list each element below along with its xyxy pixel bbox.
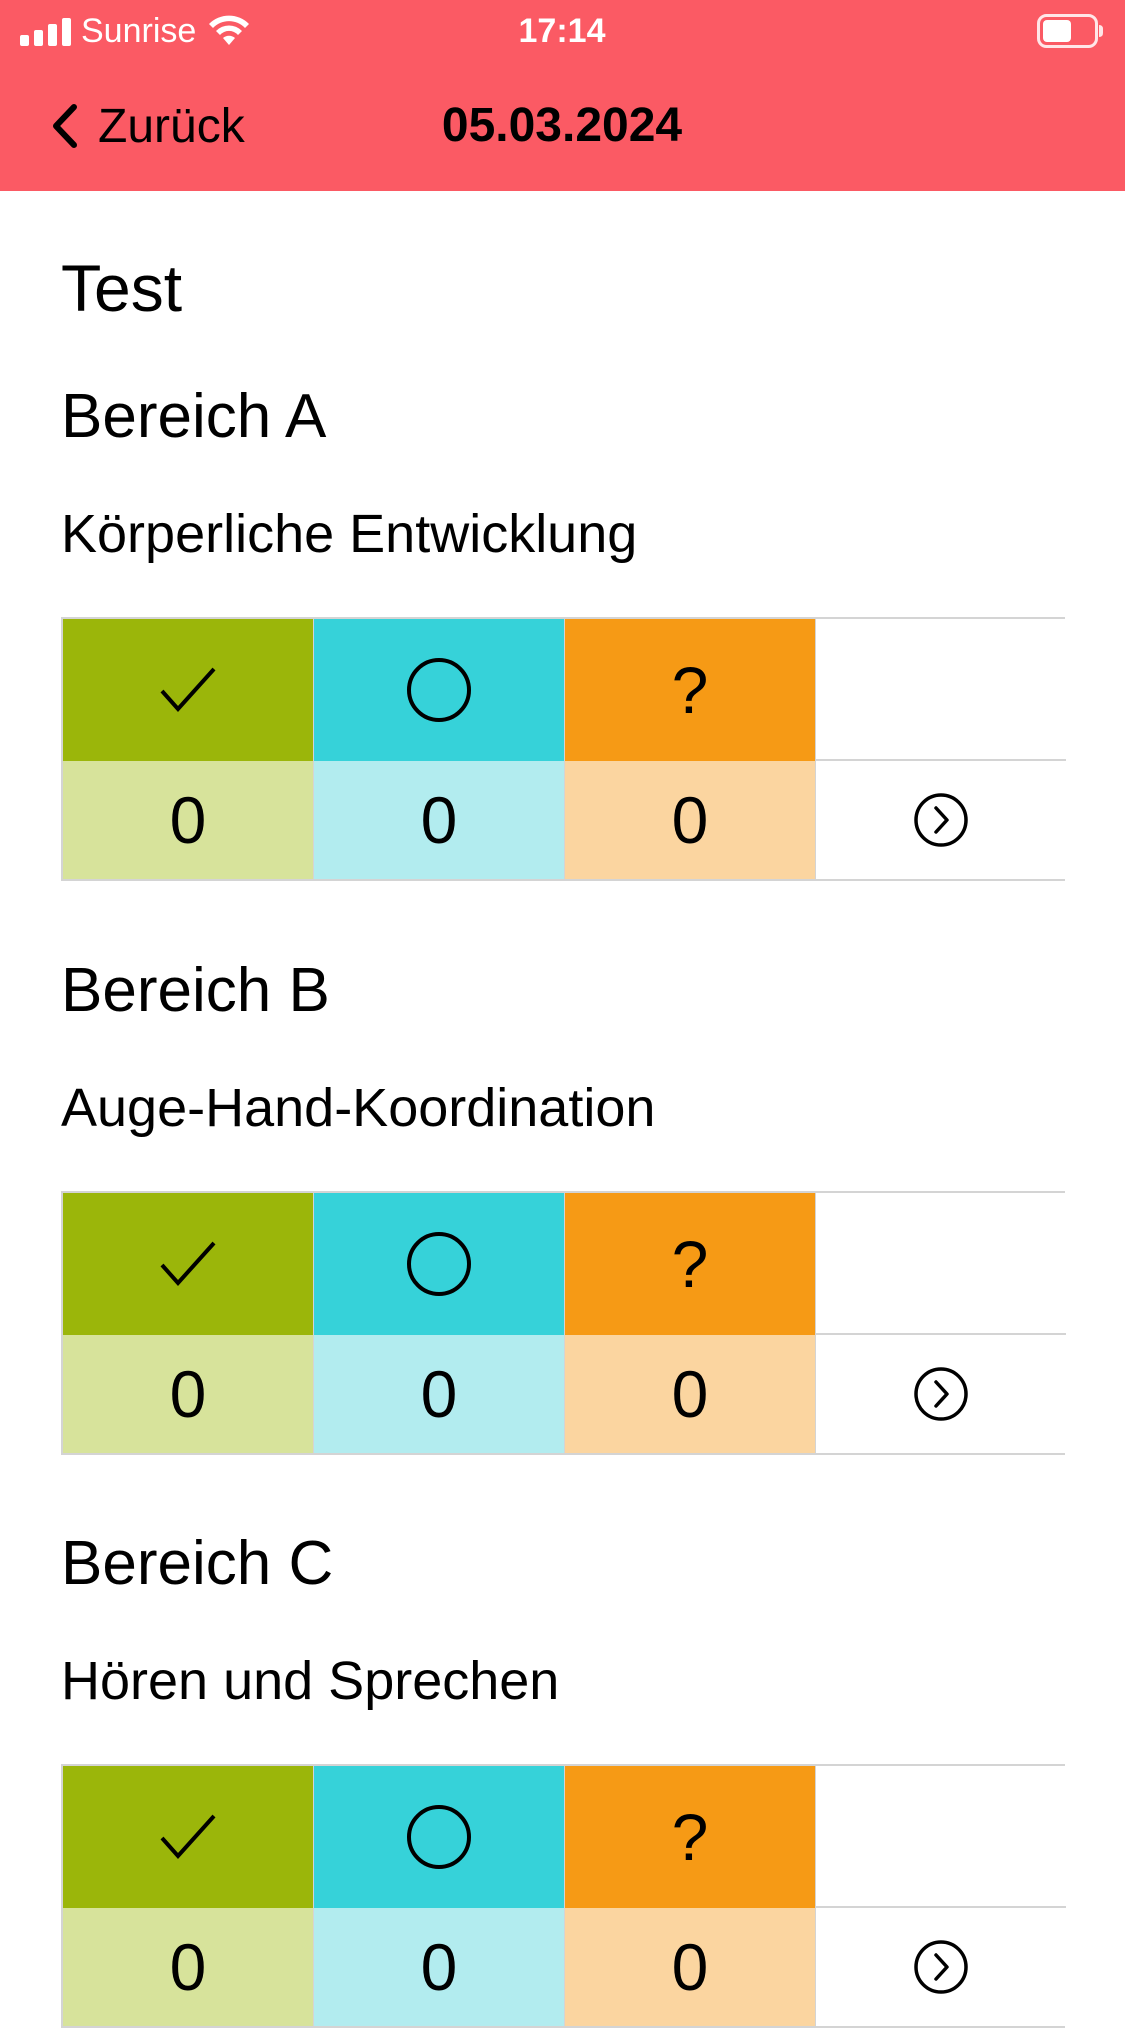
nav-title: 05.03.2024 [441, 99, 683, 152]
check-count: 0 [169, 1930, 207, 2004]
section-title: Bereich C [61, 1529, 334, 1598]
section-b-detail-button[interactable] [816, 1335, 1066, 1453]
question-header: ? [565, 619, 815, 761]
status-carrier: Sunrise [20, 8, 250, 54]
score-grid: ? 0 0 0 [61, 1191, 1066, 1455]
question-count-cell: 0 [565, 1908, 815, 2026]
chevron-left-icon [53, 104, 77, 148]
score-grid: ? 0 0 0 [61, 1764, 1066, 2028]
empty-header [816, 1766, 1066, 1908]
battery-icon [1037, 14, 1103, 48]
section-title: Bereich B [61, 956, 330, 1025]
circle-count: 0 [420, 1357, 458, 1431]
circle-header [314, 1766, 564, 1908]
question-symbol: ? [671, 1227, 709, 1301]
circle-icon [407, 658, 471, 722]
question-count: 0 [671, 783, 709, 857]
empty-header [816, 619, 1066, 761]
circle-count-cell: 0 [314, 1908, 564, 2026]
circle-icon [407, 1805, 471, 1869]
header-bar: Sunrise 17:14 Zurück 05.03.2024 [0, 0, 1125, 191]
section-bereich-c: Bereich C Hören und Sprechen ? 0 0 0 [61, 1526, 1066, 2028]
question-symbol: ? [671, 1800, 709, 1874]
status-time: 17:14 [518, 12, 606, 50]
question-count: 0 [671, 1357, 709, 1431]
chevron-right-circle-icon [914, 1940, 968, 1994]
check-count: 0 [169, 1357, 207, 1431]
check-header [63, 1766, 313, 1908]
check-count-cell: 0 [63, 761, 313, 879]
question-count-cell: 0 [565, 761, 815, 879]
question-header: ? [565, 1193, 815, 1335]
section-a-detail-button[interactable] [816, 761, 1066, 879]
signal-bars-icon [20, 16, 71, 46]
circle-count-cell: 0 [314, 1335, 564, 1453]
check-header [63, 619, 313, 761]
check-count: 0 [169, 783, 207, 857]
score-grid: ? 0 0 0 [61, 617, 1066, 881]
section-subtitle: Auge-Hand-Koordination [61, 1078, 656, 1138]
back-button[interactable]: Zurück [50, 96, 245, 156]
section-bereich-b: Bereich B Auge-Hand-Koordination ? 0 0 0 [61, 953, 1066, 1455]
chevron-right-circle-icon [914, 793, 968, 847]
question-count: 0 [671, 1930, 709, 2004]
check-count-cell: 0 [63, 1335, 313, 1453]
circle-header [314, 619, 564, 761]
chevron-right-circle-icon [914, 1367, 968, 1421]
checkmark-icon [160, 1241, 216, 1286]
empty-header [816, 1193, 1066, 1335]
circle-icon [407, 1232, 471, 1296]
question-count-cell: 0 [565, 1335, 815, 1453]
circle-count: 0 [420, 783, 458, 857]
carrier-name: Sunrise [81, 11, 197, 50]
circle-count-cell: 0 [314, 761, 564, 879]
page-title: Test [61, 251, 183, 325]
checkmark-icon [160, 667, 216, 712]
check-header [63, 1193, 313, 1335]
question-symbol: ? [671, 653, 709, 727]
checkmark-icon [160, 1814, 216, 1859]
section-bereich-a: Bereich A Körperliche Entwicklung ? 0 0 … [61, 379, 1066, 881]
wifi-icon [209, 15, 250, 45]
section-subtitle: Körperliche Entwicklung [61, 504, 638, 564]
check-count-cell: 0 [63, 1908, 313, 2026]
question-header: ? [565, 1766, 815, 1908]
section-subtitle: Hören und Sprechen [61, 1651, 560, 1711]
back-label: Zurück [98, 99, 245, 153]
section-title: Bereich A [61, 382, 327, 451]
section-c-detail-button[interactable] [816, 1908, 1066, 2026]
circle-header [314, 1193, 564, 1335]
circle-count: 0 [420, 1930, 458, 2004]
